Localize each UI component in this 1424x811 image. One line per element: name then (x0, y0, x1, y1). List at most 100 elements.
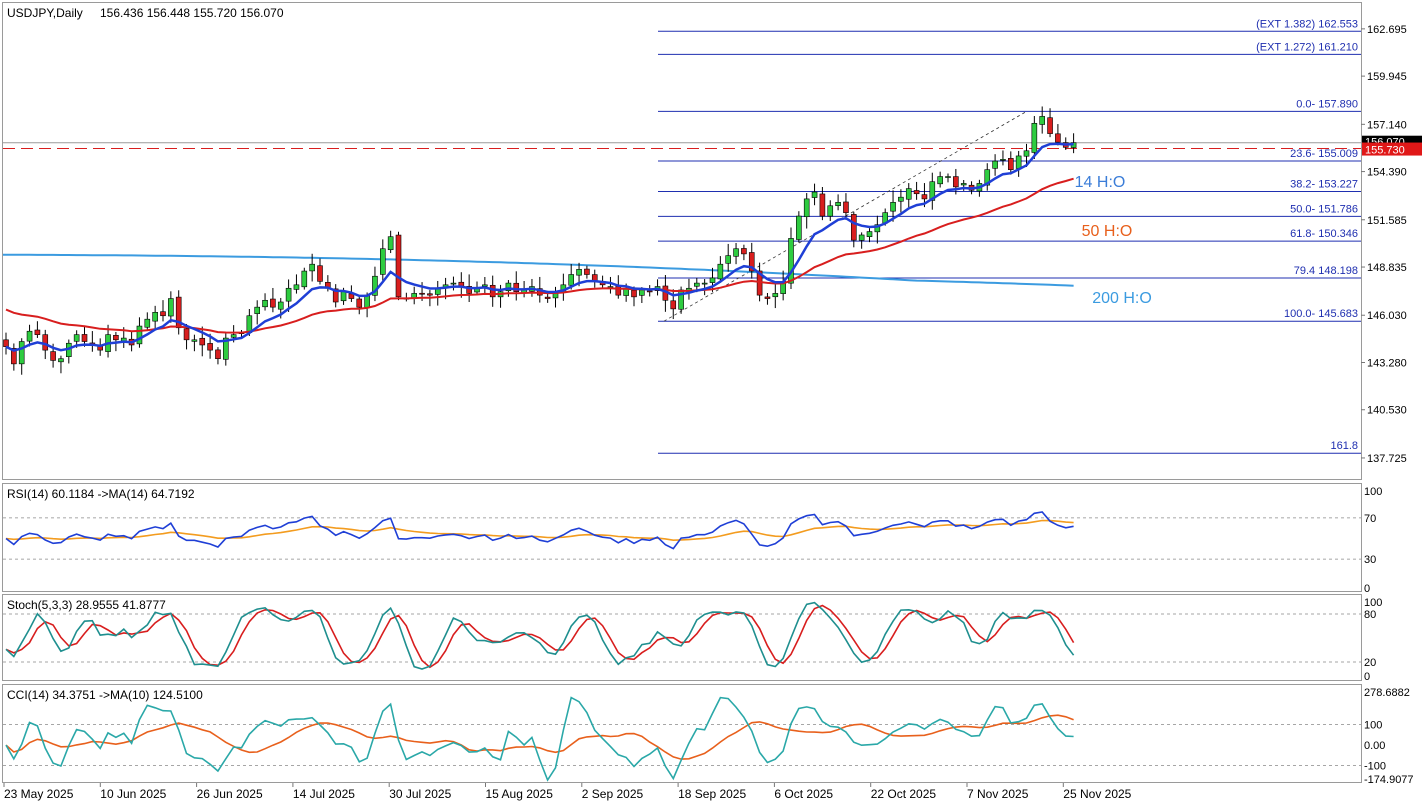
candle-down (913, 190, 920, 195)
candle-up (858, 234, 865, 241)
price-tick-label: 137.725 (1367, 453, 1407, 465)
candle-up (152, 312, 158, 322)
candle-down (207, 343, 213, 351)
stoch-title: Stoch(5,3,3) 28.9555 41.8777 (7, 598, 166, 612)
bid-price-tag-text: 155.730 (1365, 145, 1405, 157)
candle-up (223, 337, 229, 360)
candle-up (136, 325, 143, 345)
symbol-timeframe: USDJPY,Daily (7, 6, 83, 20)
candle-up (505, 282, 512, 292)
candle-down (356, 298, 363, 308)
candle-down (199, 337, 206, 346)
candle-up (796, 215, 802, 240)
candle-up (803, 198, 810, 218)
candle-down (183, 328, 190, 341)
cci-title: CCI(14) 34.3751 ->MA(10) 124.5100 (7, 688, 203, 702)
candle-up (246, 315, 253, 333)
ohlc-readout: 156.436 156.448 155.720 156.070 (100, 6, 284, 20)
indicator-tick-label: 0 (1364, 671, 1370, 683)
date-axis-label: 30 Jul 2025 (389, 787, 451, 801)
candle-up (1031, 122, 1038, 153)
ma200-line (3, 253, 1074, 287)
candle-up (254, 306, 260, 314)
candle-up (144, 318, 151, 328)
candle-down (741, 248, 747, 255)
candle-up (733, 248, 739, 257)
candle-down (50, 351, 56, 361)
ma14-label: 14 H:O (1075, 174, 1126, 191)
date-axis-label: 22 Oct 2025 (871, 787, 937, 801)
price-tick-label: 151.585 (1367, 215, 1407, 227)
candle-up (301, 270, 308, 288)
price-tick-label: 162.695 (1367, 24, 1407, 36)
fib-level-label: 38.2- 153.227 (1290, 179, 1358, 191)
candle-up (866, 231, 873, 238)
candle-down (113, 334, 119, 341)
candle-up (890, 202, 896, 212)
candle-up (772, 293, 779, 298)
price-tick-label: 148.835 (1367, 262, 1407, 274)
date-axis-label: 6 Oct 2025 (774, 787, 833, 801)
date-axis-label: 7 Nov 2025 (967, 787, 1029, 801)
candle-down (332, 288, 339, 303)
date-axis-label: 15 Aug 2025 (486, 787, 554, 801)
candle-down (1047, 117, 1053, 134)
ma50-line (5, 177, 1074, 334)
date-axis-label: 23 May 2025 (4, 787, 74, 801)
indicator-signal-line (5, 714, 1074, 760)
candle-down (42, 334, 49, 351)
indicator-tick-label: -174.9077 (1364, 774, 1414, 786)
candle-up (1039, 116, 1045, 125)
candle-up (309, 263, 315, 272)
indicator-tick-label: 100 (1364, 597, 1382, 609)
candle-up (293, 284, 300, 290)
fib-level-label: 0.0- 157.890 (1296, 98, 1358, 110)
candle-up (1000, 159, 1006, 161)
candle-down (670, 300, 677, 310)
candle-down (513, 282, 520, 292)
candle-up (827, 205, 834, 217)
indicator-main-line (5, 601, 1075, 670)
indicator-main-line (5, 511, 1074, 550)
candle-up (372, 275, 378, 296)
fibonacci-levels: (EXT 1.382) 162.553 (EXT 1.272) 161.210 0.… (3, 18, 1361, 454)
price-tick-label: 143.280 (1367, 357, 1407, 369)
indicator-tick-label: -100 (1364, 761, 1386, 773)
candle-up (340, 291, 347, 302)
candle-up (898, 196, 904, 202)
candle-up (929, 181, 936, 201)
candle-down (819, 193, 826, 217)
price-tick-label: 157.140 (1367, 119, 1407, 131)
date-axis-label: 26 Jun 2025 (197, 787, 263, 801)
ma200-label: 200 H:O (1092, 290, 1152, 307)
candle-up (168, 298, 174, 317)
candle-down (748, 252, 755, 272)
candle-up (905, 188, 912, 200)
candle-up (937, 176, 943, 185)
cci-pane-frame (2, 684, 1362, 783)
date-axis-label: 18 Sep 2025 (678, 787, 746, 801)
candle-up (984, 169, 991, 186)
price-tick-label: 159.945 (1367, 71, 1407, 83)
date-axis-label: 25 Nov 2025 (1063, 787, 1131, 801)
candle-up (811, 191, 818, 198)
indicator-tick-label: 278.6882 (1364, 687, 1410, 699)
candle-up (387, 236, 394, 251)
candle-down (419, 292, 425, 295)
date-axis-label: 2 Sep 2025 (582, 787, 644, 801)
candle-up (230, 334, 237, 338)
indicator-tick-label: 80 (1364, 609, 1376, 621)
price-pane-frame (2, 2, 1362, 480)
candle-up (58, 358, 64, 363)
moving-averages-layer (5, 142, 1074, 352)
indicator-signal-line (5, 519, 1074, 542)
indicator-tick-label: 0.00 (1364, 740, 1385, 752)
axis-labels-layer: 162.695 159.945 157.140 154.390 151.585 148.8… (3, 24, 1422, 801)
candle-up (639, 289, 645, 296)
ma14-line (5, 142, 1074, 352)
candle-down (764, 296, 771, 299)
price-tick-label: 146.030 (1367, 310, 1407, 322)
fib-level-label: 23.6- 155.009 (1290, 148, 1358, 160)
